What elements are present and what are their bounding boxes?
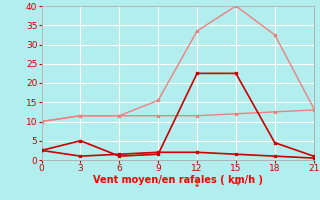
Text: →: → — [232, 179, 240, 189]
Text: ↓: ↓ — [193, 179, 201, 189]
X-axis label: Vent moyen/en rafales ( km/h ): Vent moyen/en rafales ( km/h ) — [92, 175, 263, 185]
